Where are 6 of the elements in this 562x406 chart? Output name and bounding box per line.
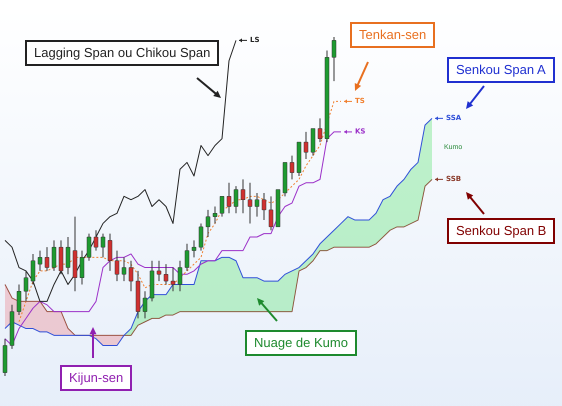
annotation: Tenkan-sen [350,22,436,48]
annotation: Lagging Span ou Chikou Span [25,40,220,66]
annotation: Nuage de Kumo [245,330,357,356]
text: Senkou Span A [447,57,555,83]
text: Senkou Span B [447,218,556,244]
annotation: Kijun-sen [60,365,132,391]
